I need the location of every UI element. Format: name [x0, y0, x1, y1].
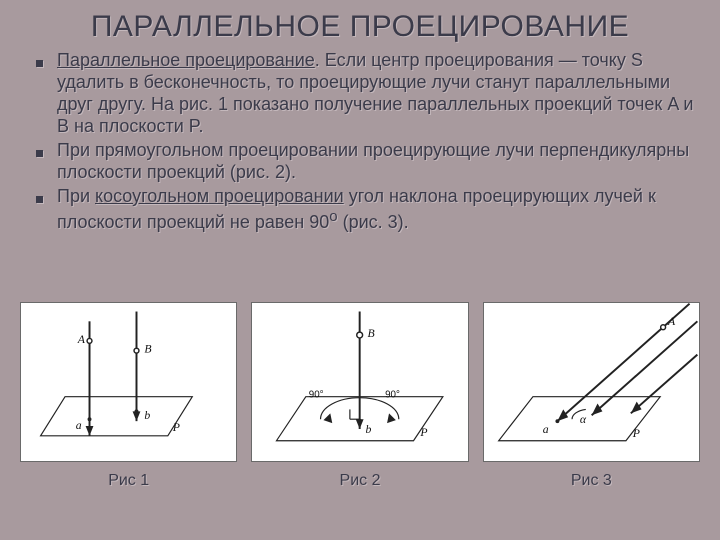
bullet-pre: При	[57, 186, 95, 206]
figure-3: A a α P Рис 3	[483, 302, 700, 490]
bullet-text: Параллельное проецирование. Если центр п…	[57, 50, 698, 138]
page-title: ПАРАЛЛЕЛЬНОЕ ПРОЕЦИРОВАНИЕ	[0, 0, 720, 50]
figure-3-caption: Рис 3	[571, 472, 612, 490]
bullet-lead-underlined: Параллельное проецирование	[57, 50, 315, 70]
bullet-square-icon	[36, 60, 43, 67]
figure-1-image: A B a b P	[20, 302, 237, 462]
figure-1-caption: Рис 1	[108, 472, 149, 490]
bullet-plain: При прямоугольном проецировании проециру…	[57, 140, 689, 182]
bullet-item: При косоугольном проецировании угол накл…	[36, 186, 698, 234]
figure-3-image: A a α P	[483, 302, 700, 462]
figure-2-image: B b 90° 90° P	[251, 302, 468, 462]
label-b: b	[144, 409, 150, 422]
figure-1: A B a b P Рис 1	[20, 302, 237, 490]
bullet-tail: (рис. 3).	[338, 212, 409, 232]
bullet-item: При прямоугольном проецировании проециру…	[36, 140, 698, 184]
bullet-sup: о	[329, 208, 337, 225]
bullet-item: Параллельное проецирование. Если центр п…	[36, 50, 698, 138]
label-b: b	[366, 423, 372, 436]
bullet-square-icon	[36, 150, 43, 157]
bullet-square-icon	[36, 196, 43, 203]
label-P: P	[631, 427, 639, 440]
label-a: a	[76, 419, 82, 432]
figure-row: A B a b P Рис 1 B b	[20, 302, 700, 490]
label-P: P	[420, 426, 428, 439]
label-P: P	[172, 421, 180, 434]
bullet-text: При прямоугольном проецировании проециру…	[57, 140, 698, 184]
label-a: a	[542, 423, 548, 436]
bullet-list: Параллельное проецирование. Если центр п…	[0, 50, 720, 234]
bullet-mid-underlined: косоугольном проецировании	[95, 186, 344, 206]
label-A: A	[667, 315, 676, 328]
figure-2: B b 90° 90° P Рис 2	[251, 302, 468, 490]
label-B: B	[144, 343, 151, 356]
label-A: A	[77, 333, 86, 346]
label-B: B	[368, 327, 375, 340]
bullet-text: При косоугольном проецировании угол накл…	[57, 186, 698, 234]
label-90-left: 90°	[309, 390, 324, 401]
label-alpha: α	[580, 413, 587, 426]
label-90-right: 90°	[385, 390, 400, 401]
figure-2-caption: Рис 2	[340, 472, 381, 490]
